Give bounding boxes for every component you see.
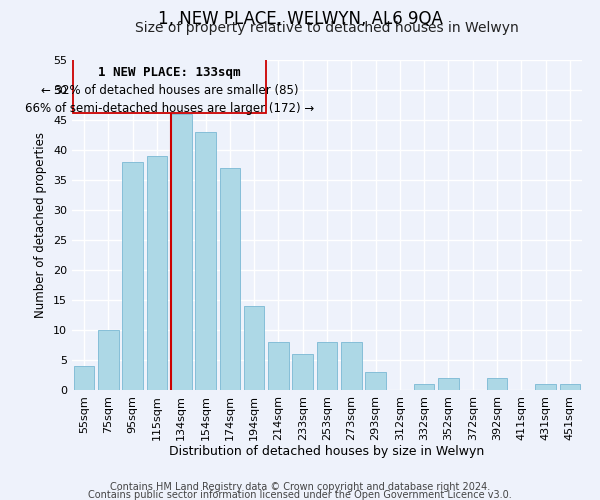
- X-axis label: Distribution of detached houses by size in Welwyn: Distribution of detached houses by size …: [169, 446, 485, 458]
- Bar: [98, 330, 119, 390]
- Bar: [171, 114, 191, 390]
- Bar: [560, 384, 580, 390]
- Bar: [195, 132, 216, 390]
- Bar: [365, 372, 386, 390]
- Bar: [146, 156, 167, 390]
- Bar: [220, 168, 240, 390]
- Text: 66% of semi-detached houses are larger (172) →: 66% of semi-detached houses are larger (…: [25, 102, 314, 115]
- Text: Contains HM Land Registry data © Crown copyright and database right 2024.: Contains HM Land Registry data © Crown c…: [110, 482, 490, 492]
- Bar: [122, 162, 143, 390]
- Bar: [535, 384, 556, 390]
- Bar: [73, 57, 266, 113]
- Bar: [487, 378, 508, 390]
- Bar: [414, 384, 434, 390]
- Bar: [74, 366, 94, 390]
- Text: 1, NEW PLACE, WELWYN, AL6 9QA: 1, NEW PLACE, WELWYN, AL6 9QA: [158, 10, 442, 28]
- Bar: [438, 378, 459, 390]
- Bar: [244, 306, 265, 390]
- Bar: [341, 342, 362, 390]
- Text: ← 32% of detached houses are smaller (85): ← 32% of detached houses are smaller (85…: [41, 84, 298, 97]
- Bar: [268, 342, 289, 390]
- Bar: [292, 354, 313, 390]
- Y-axis label: Number of detached properties: Number of detached properties: [34, 132, 47, 318]
- Text: Contains public sector information licensed under the Open Government Licence v3: Contains public sector information licen…: [88, 490, 512, 500]
- Bar: [317, 342, 337, 390]
- Title: Size of property relative to detached houses in Welwyn: Size of property relative to detached ho…: [135, 21, 519, 35]
- Text: 1 NEW PLACE: 133sqm: 1 NEW PLACE: 133sqm: [98, 66, 241, 79]
